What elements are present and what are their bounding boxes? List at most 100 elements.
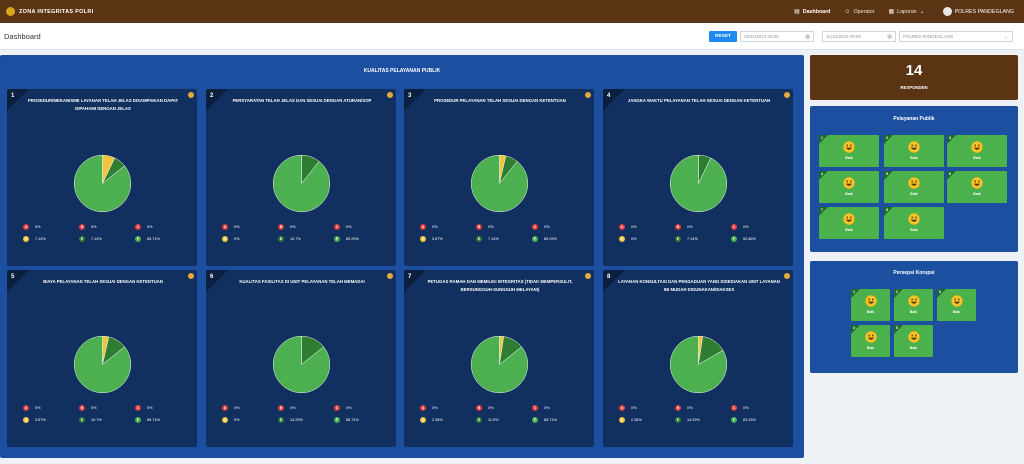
brand[interactable]: ZONA INTEGRITAS POLRI xyxy=(6,7,93,16)
brand-name: ZONA INTEGRITAS POLRI xyxy=(19,8,94,15)
legend-value: 7.14% xyxy=(488,237,499,241)
filter-bar: Dashboard RESET 25/11/2023 09:56 ▦ - 31/… xyxy=(0,23,1024,50)
rating-tile[interactable]: 1 Baik xyxy=(851,289,890,321)
info-icon[interactable] xyxy=(188,92,194,98)
smile-emoji-icon xyxy=(908,177,920,189)
info-icon[interactable] xyxy=(387,92,393,98)
rating-tile[interactable]: 5 Baik xyxy=(894,325,933,357)
pie-chart[interactable] xyxy=(272,335,331,394)
rating-tile[interactable]: 2 Baik xyxy=(894,289,933,321)
user-menu[interactable]: POLRES PANDEGLANG xyxy=(942,7,1014,16)
rating-tile[interactable]: 2 Baik xyxy=(884,135,944,167)
card-number-badge xyxy=(7,270,29,292)
tile-number: 3 xyxy=(939,290,941,294)
info-icon[interactable] xyxy=(387,273,393,279)
legend-value: 10.7% xyxy=(290,237,301,241)
info-icon[interactable] xyxy=(784,273,790,279)
nav-menu: ▤ Dashboard ☺ Operator ▦ Laporan ⌄ POLRE… xyxy=(780,0,1014,23)
responden-label: RESPONDEN xyxy=(900,85,928,90)
legend-item-e: E 7.14% xyxy=(675,236,698,242)
legend-item-f: F 85.71% xyxy=(135,236,160,242)
legend-value: 2.38% xyxy=(631,418,642,422)
card-number: 8 xyxy=(607,274,611,280)
tile-number: 6 xyxy=(949,172,951,176)
rating-tile[interactable]: 1 Baik xyxy=(819,135,879,167)
legend-item-b: B 0% xyxy=(79,405,97,411)
tile-number: 3 xyxy=(949,136,951,140)
legend-value: 0% xyxy=(743,225,749,229)
legend-value: 7.14% xyxy=(91,237,102,241)
tile-number: 5 xyxy=(896,326,898,330)
date-to-input[interactable]: 31/12/2023 09:56 ▦ xyxy=(822,31,896,42)
legend-marker: B xyxy=(675,224,681,230)
nav-item-laporan[interactable]: ▦ Laporan ⌄ xyxy=(888,8,924,16)
card-title: JANGKA WAKTU PELAYANAN TELAH SESUAI DENG… xyxy=(627,98,771,103)
card-number-badge xyxy=(7,89,29,111)
legend-item-a: A 0% xyxy=(222,405,240,411)
tile-corner xyxy=(819,135,828,144)
date-to-value: 31/12/2023 09:56 xyxy=(826,34,862,39)
rating-tile[interactable]: 3 Baik xyxy=(937,289,976,321)
pie-chart[interactable] xyxy=(669,335,728,394)
legend-item-c: C 0% xyxy=(135,405,153,411)
smile-emoji-icon xyxy=(908,141,920,153)
legend-item-c: C 0% xyxy=(532,224,550,230)
rating-tile[interactable]: 7 Baik xyxy=(819,207,879,239)
pie-slice-f xyxy=(470,154,529,213)
rating-tile[interactable]: 5 Baik xyxy=(884,171,944,203)
pie-chart[interactable] xyxy=(470,335,529,394)
rating-tile[interactable]: 4 Baik xyxy=(819,171,879,203)
date-from-input[interactable]: 25/11/2023 09:56 ▦ xyxy=(740,31,814,42)
nav-label: Operator xyxy=(853,8,875,15)
legend-item-c: C 0% xyxy=(731,405,749,411)
info-icon[interactable] xyxy=(784,92,790,98)
nav-item-operator[interactable]: ☺ Operator xyxy=(844,9,874,15)
rating-tile[interactable]: 8 Baik xyxy=(884,207,944,239)
rating-tile[interactable]: 6 Baik xyxy=(947,171,1007,203)
rating-tile[interactable]: 3 Baik xyxy=(947,135,1007,167)
pie-chart[interactable] xyxy=(669,154,728,213)
legend-item-f: F 85.71% xyxy=(334,417,359,423)
legend-marker: C xyxy=(334,405,340,411)
page-title: Dashboard xyxy=(4,32,41,41)
legend-item-f: F 89.29% xyxy=(532,236,557,242)
legend-value: 83.33% xyxy=(743,418,756,422)
legend-item-a: A 0% xyxy=(619,224,637,230)
legend-marker: B xyxy=(278,405,284,411)
pie-chart[interactable] xyxy=(470,154,529,213)
tile-corner xyxy=(937,289,946,298)
legend-item-d: D 0% xyxy=(619,236,637,242)
reset-button[interactable]: RESET xyxy=(709,31,737,42)
legend-marker: B xyxy=(278,224,284,230)
legend-value: 0% xyxy=(91,406,97,410)
legend-item-b: B 0% xyxy=(79,224,97,230)
info-icon[interactable] xyxy=(585,92,591,98)
pie-chart[interactable] xyxy=(272,154,331,213)
legend-marker: E xyxy=(476,236,482,242)
info-icon[interactable] xyxy=(188,273,194,279)
unit-select[interactable]: POLRES PANDEGLANG ⌄ xyxy=(899,31,1013,42)
nav-item-dashboard[interactable]: ▤ Dashboard xyxy=(794,8,830,16)
legend-value: 0% xyxy=(631,225,637,229)
rating-tile[interactable]: 4 Baik xyxy=(851,325,890,357)
pie-chart[interactable] xyxy=(73,154,132,213)
tile-corner xyxy=(884,135,893,144)
legend-marker: E xyxy=(79,236,85,242)
legend-value: 0% xyxy=(687,406,693,410)
legend-marker: D xyxy=(619,417,625,423)
legend-item-e: E 14.29% xyxy=(278,417,303,423)
tile-number: 7 xyxy=(821,208,823,212)
legend-marker: A xyxy=(420,224,426,230)
card-title: PERSYARATAN TELAH JELAS DAN SESUAI DENGA… xyxy=(232,98,372,103)
chart-card: 6 KUALITAS FASILITAS DI UNIT PELAYANAN TE… xyxy=(206,270,396,447)
pelayanan-publik-panel: Pelayanan Publik 1 Baik 2 Baik 3 Baik 4 Baik 5 Ba… xyxy=(810,106,1018,252)
chart-card: 5 BIAYA PELAYANAN TELAH SESUAI DENGAN KET… xyxy=(7,270,197,447)
legend-value: 0% xyxy=(743,406,749,410)
legend-item-a: A 0% xyxy=(619,405,637,411)
card-number-badge xyxy=(206,89,228,111)
legend-marker: F xyxy=(334,236,340,242)
tile-label: Baik xyxy=(973,156,981,160)
tile-number: 2 xyxy=(886,136,888,140)
pie-chart[interactable] xyxy=(73,335,132,394)
info-icon[interactable] xyxy=(585,273,591,279)
